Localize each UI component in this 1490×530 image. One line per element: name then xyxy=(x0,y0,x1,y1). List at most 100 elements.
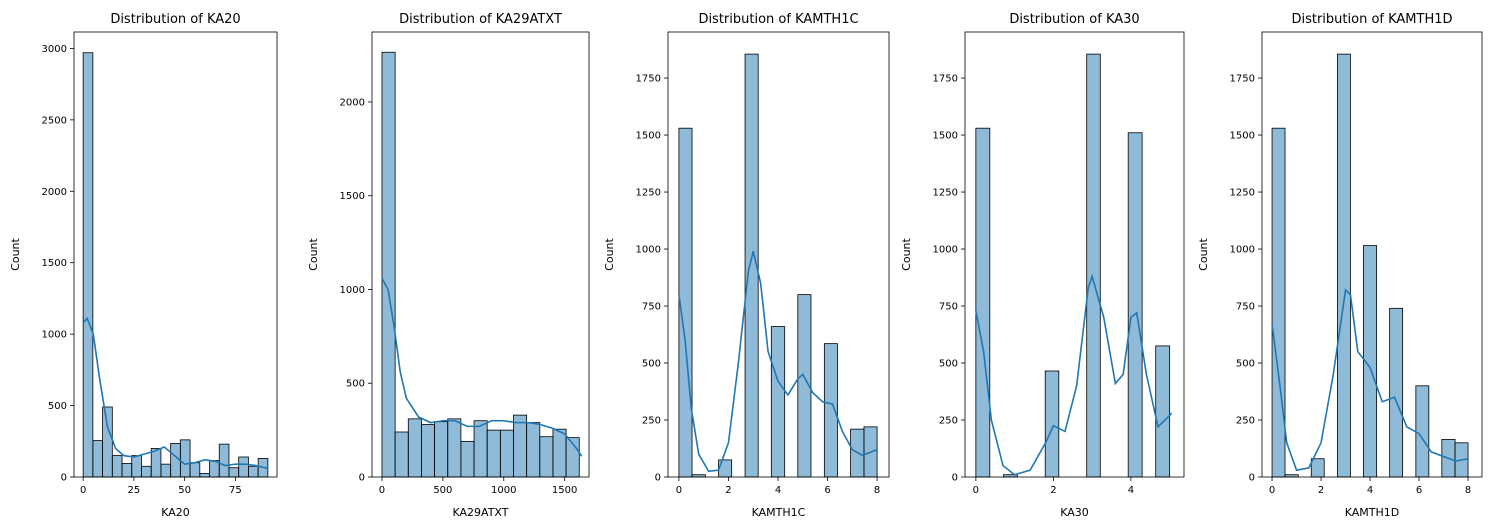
subplot: 0 500 1000 1500 2000 0 500 1000 1500 Distribution… xyxy=(307,12,590,519)
x-axis-label: KA30 xyxy=(1060,506,1089,519)
bar xyxy=(1044,370,1060,478)
y-tick-label: 500 xyxy=(346,379,365,390)
y-tick-label: 2500 xyxy=(42,115,67,126)
chart-title: Distribution of KAMTH1D xyxy=(1291,12,1452,27)
y-tick-label: 250 xyxy=(939,416,958,427)
plot-frame xyxy=(73,31,278,478)
y-tick-label: 0 xyxy=(655,473,661,484)
y-tick-label: 1500 xyxy=(42,258,67,269)
y-tick-label: 1500 xyxy=(636,131,661,142)
kde-line xyxy=(678,251,878,473)
chart-title: Distribution of KA29ATXT xyxy=(399,12,562,27)
y-tick-label: 750 xyxy=(1236,302,1255,313)
bar xyxy=(539,436,554,478)
x-tick-label: 6 xyxy=(824,485,830,496)
y-tick-label: 1000 xyxy=(636,245,661,256)
y-tick-label: 1250 xyxy=(933,188,958,199)
bar xyxy=(248,465,259,478)
x-tick-label: 25 xyxy=(128,485,141,496)
x-axis-label: KAMTH1D xyxy=(1345,506,1400,519)
x-tick-label: 0 xyxy=(676,485,682,496)
y-tick-label: 2000 xyxy=(42,187,67,198)
x-tick-label: 6 xyxy=(1416,485,1422,496)
chart-title: Distribution of KA30 xyxy=(1009,12,1139,27)
subplot: 0 250 500 750 1000 1250 1500 1750 0 2 4 6 8 Distribut… xyxy=(603,12,890,519)
bar xyxy=(160,463,172,478)
bar xyxy=(552,428,567,478)
y-axis-label: Count xyxy=(307,237,320,270)
bar xyxy=(421,424,435,478)
y-tick-label: 0 xyxy=(359,473,365,484)
y-tick-label: 250 xyxy=(642,416,661,427)
y-axis-label: Count xyxy=(1197,237,1210,270)
y-tick-label: 1750 xyxy=(636,74,661,85)
y-tick-label: 1000 xyxy=(933,245,958,256)
bar xyxy=(1310,458,1325,478)
y-tick-label: 0 xyxy=(1249,473,1255,484)
x-tick-label: 4 xyxy=(775,485,781,496)
y-tick-label: 500 xyxy=(939,359,958,370)
bar xyxy=(526,422,541,478)
x-tick-label: 1500 xyxy=(552,485,577,496)
x-tick-label: 0 xyxy=(973,485,979,496)
bar xyxy=(1127,132,1143,478)
y-axis-label: Count xyxy=(603,237,616,270)
y-tick-label: 1000 xyxy=(340,285,365,296)
y-tick-label: 500 xyxy=(48,401,67,412)
bar xyxy=(121,463,133,478)
x-tick-label: 2 xyxy=(1318,485,1324,496)
plot-frame xyxy=(964,31,1185,478)
bar xyxy=(228,467,240,478)
bar xyxy=(770,326,786,478)
y-tick-label: 750 xyxy=(642,302,661,313)
bar xyxy=(394,431,409,478)
subplot: 0 250 500 750 1000 1250 1500 1750 0 2 4 Distributio… xyxy=(900,12,1185,519)
y-tick-label: 500 xyxy=(1236,359,1255,370)
bar xyxy=(150,448,162,478)
bar xyxy=(131,455,142,478)
x-tick-label: 1000 xyxy=(491,485,516,496)
bar xyxy=(513,414,528,478)
bar xyxy=(434,421,449,478)
bar xyxy=(407,418,422,478)
bar xyxy=(486,429,501,478)
bar xyxy=(102,406,113,478)
plot-frame xyxy=(371,31,590,478)
chart-title: Distribution of KA20 xyxy=(110,12,240,27)
x-tick-label: 500 xyxy=(433,485,452,496)
bar xyxy=(1389,307,1404,478)
x-axis-label: KA29ATXT xyxy=(453,506,509,519)
bar xyxy=(218,443,230,478)
chart-title: Distribution of KAMTH1C xyxy=(698,12,858,27)
y-tick-label: 1750 xyxy=(1230,74,1255,85)
x-tick-label: 4 xyxy=(1128,485,1134,496)
x-tick-label: 0 xyxy=(80,485,86,496)
y-tick-label: 250 xyxy=(1236,416,1255,427)
bar xyxy=(473,420,488,478)
bar xyxy=(499,429,514,478)
y-tick-label: 1000 xyxy=(42,330,67,341)
bar xyxy=(1086,53,1101,478)
y-tick-label: 0 xyxy=(61,473,67,484)
bar xyxy=(1155,345,1171,478)
x-tick-label: 0 xyxy=(1269,485,1275,496)
subplot: 0 250 500 750 1000 1250 1500 1750 0 2 4 6 8 Distribut… xyxy=(1197,12,1483,519)
y-tick-label: 3000 xyxy=(42,44,67,55)
kde-line xyxy=(82,316,269,470)
y-tick-label: 500 xyxy=(642,359,661,370)
bar xyxy=(460,440,475,478)
plot-frame xyxy=(1261,31,1483,478)
bar xyxy=(975,127,991,478)
bar xyxy=(199,473,210,478)
kde-line xyxy=(1271,288,1469,472)
bar xyxy=(141,465,152,478)
y-tick-label: 0 xyxy=(952,473,958,484)
x-tick-label: 50 xyxy=(178,485,191,496)
bar xyxy=(678,127,693,478)
bar xyxy=(381,51,396,478)
bar xyxy=(92,440,103,478)
y-tick-label: 1250 xyxy=(636,188,661,199)
bar xyxy=(189,462,201,478)
x-tick-label: 4 xyxy=(1367,485,1373,496)
